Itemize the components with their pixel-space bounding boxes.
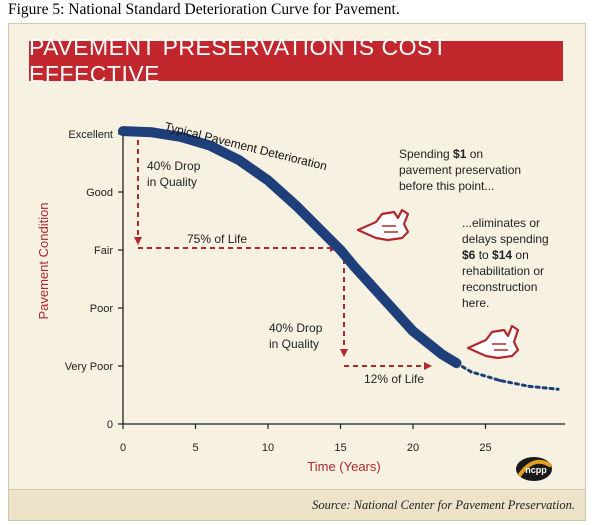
elim-line2: delays spending <box>462 232 549 246</box>
curve-point <box>408 326 418 336</box>
curve-point <box>263 175 273 185</box>
elim-line3-to: to <box>475 248 492 262</box>
curve-point <box>336 245 345 255</box>
x-axis-title: Time (Years) <box>307 459 380 474</box>
curve-point <box>176 132 186 142</box>
x-ticks: 0 5 10 15 20 25 <box>120 424 492 454</box>
curve-point <box>437 349 447 359</box>
curve-points <box>118 126 560 391</box>
spend-amount: $1 <box>453 147 467 161</box>
spend-line1-c: on <box>466 147 483 161</box>
drop1-line2: in Quality <box>147 175 197 189</box>
deterioration-series <box>118 126 560 391</box>
curve-point <box>292 202 302 211</box>
y-tick-label: Good <box>86 187 113 199</box>
curve-point <box>527 384 531 388</box>
elim-line3-on: on <box>512 248 529 262</box>
source-text: Source: National Center for Pavement Pre… <box>312 498 575 512</box>
y-tick-label: Very Poor <box>65 361 114 373</box>
pointing-hand-icon <box>356 208 410 242</box>
logo-text: ncpp <box>525 465 547 475</box>
drop2-line1: 40% Drop <box>269 321 323 335</box>
pointing-hand-icon-2 <box>466 324 520 360</box>
spend-line2: pavement preservation <box>399 163 521 177</box>
elim-line4: rehabilitation or <box>462 264 544 278</box>
source-strip <box>9 489 585 520</box>
elim-line1: ...eliminates or <box>462 216 540 230</box>
x-tick-label: 20 <box>407 442 419 454</box>
ncpp-logo: ncpp <box>516 457 553 481</box>
y-tick-label: 0 <box>107 419 113 431</box>
elim-line5: reconstruction <box>462 280 537 294</box>
curve-point <box>350 262 360 272</box>
curve-point <box>498 379 502 382</box>
chart-panel: PAVEMENT PRESERVATION IS COST EFFECTIVE … <box>8 23 586 521</box>
spend-line1: Spending $1 on <box>399 147 483 161</box>
elim-amount-high: $14 <box>492 248 512 262</box>
curve-point <box>321 231 331 240</box>
drop1-line1: 40% Drop <box>147 159 201 173</box>
elim-line3: $6 to $14 on <box>462 248 529 262</box>
deterioration-curve-tail <box>455 361 560 391</box>
curve-point <box>205 141 215 151</box>
curve-point <box>556 387 560 391</box>
drop2-line2: in Quality <box>269 337 319 351</box>
life12-label: 12% of Life <box>364 372 424 386</box>
y-tick-label: Poor <box>90 303 114 315</box>
elim-amount-low: $6 <box>462 248 476 262</box>
spend-line1-a: Spending <box>399 147 453 161</box>
y-axis-title: Pavement Condition <box>36 202 51 319</box>
x-tick-label: 10 <box>262 442 274 454</box>
y-ticks: 0 Very Poor Poor Fair Good Excellent <box>65 129 123 431</box>
spend-line3: before this point... <box>399 179 494 193</box>
x-tick-label: 15 <box>334 442 346 454</box>
x-tick-label: 5 <box>192 442 198 454</box>
deterioration-curve <box>118 126 462 369</box>
y-tick-label: Excellent <box>68 129 113 141</box>
elim-line6: here. <box>462 296 489 310</box>
curve-point <box>234 155 244 165</box>
curve-point <box>147 127 157 137</box>
figure-caption: Figure 5: National Standard Deterioratio… <box>8 1 400 18</box>
curve-point <box>118 126 128 136</box>
curve-point <box>452 358 461 368</box>
curve-point <box>379 294 389 304</box>
x-tick-label: 0 <box>120 442 126 454</box>
curve-point <box>469 370 473 374</box>
x-tick-label: 25 <box>479 442 491 454</box>
life75-label: 75% of Life <box>187 232 247 246</box>
y-tick-label: Fair <box>94 245 113 257</box>
